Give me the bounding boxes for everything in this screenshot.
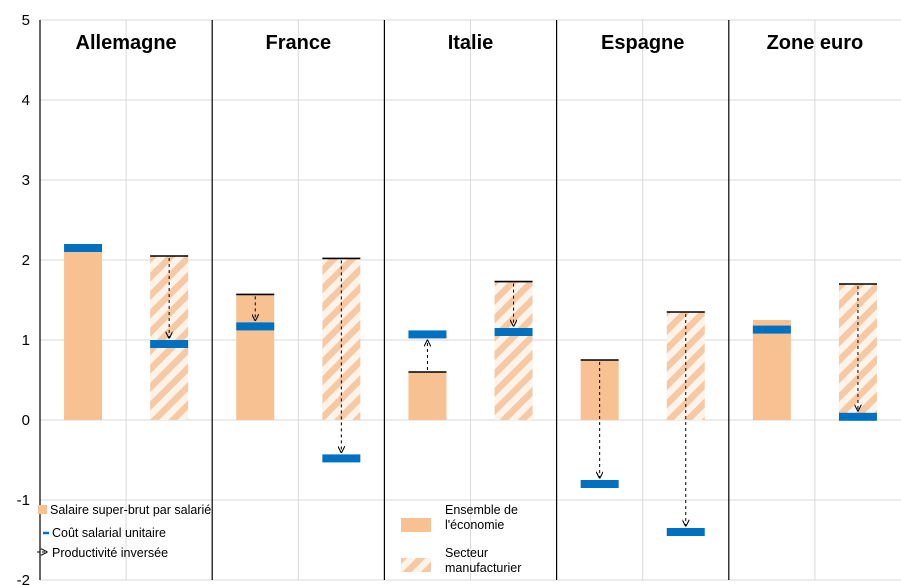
cout-salarial-marker	[494, 328, 533, 336]
legend-secteur-label-line1: Secteur	[445, 546, 488, 560]
salaire-bar-ensemble	[408, 372, 447, 420]
cout-salarial-marker	[150, 340, 189, 348]
y-axis-ticks: 5 4 3 2 1 0 -1 -2	[17, 12, 30, 585]
group-label: Allemagne	[76, 32, 177, 54]
y-tick-label: -1	[17, 492, 30, 509]
group-label: France	[266, 32, 332, 54]
group-label: Espagne	[601, 32, 684, 54]
cout-salarial-marker	[666, 528, 705, 536]
legend-ensemble-swatch	[401, 518, 431, 532]
y-tick-label: 3	[22, 172, 30, 189]
salaire-bar-manufacturier	[494, 281, 533, 420]
group-label: Italie	[448, 32, 494, 54]
legend-secteur-label-line2: manufacturier	[445, 561, 521, 575]
y-tick-label: 1	[22, 332, 30, 349]
productivity-arrows	[150, 255, 877, 526]
cout-salarial-marker	[408, 330, 447, 339]
legend-ensemble-label-line1: Ensemble de	[445, 503, 518, 517]
group-dividers	[39, 20, 730, 580]
legend-cout-label: Coût salarial unitaire	[52, 526, 166, 540]
legend-left: Salaire super-brut par salarié Coût sala…	[37, 503, 211, 560]
y-tick-label: -2	[17, 572, 30, 585]
salaire-bar-ensemble	[236, 294, 275, 420]
salaire-bar-manufacturier	[666, 312, 705, 420]
y-tick-label: 0	[22, 412, 30, 429]
legend-right: Ensemble de l'économie Secteur manufactu…	[401, 503, 521, 575]
group-label: Zone euro	[767, 32, 864, 54]
unit-labor-cost-markers	[64, 244, 877, 536]
cout-salarial-marker	[580, 480, 619, 488]
cout-salarial-marker	[64, 244, 103, 252]
y-tick-label: 2	[22, 252, 30, 269]
legend-salaire-swatch	[38, 505, 47, 514]
group-labels: Allemagne France Italie Espagne Zone euro	[76, 32, 864, 54]
cout-salarial-marker	[752, 325, 791, 334]
cout-salarial-marker	[838, 412, 877, 421]
legend-ensemble-label-line2: l'économie	[445, 518, 504, 532]
salaire-bar-ensemble	[752, 320, 791, 420]
y-tick-label: 4	[22, 92, 30, 109]
legend-productivite-label: Productivité inversée	[52, 546, 168, 560]
legend-secteur-swatch	[401, 558, 431, 572]
cout-salarial-marker	[322, 454, 361, 463]
y-tick-label: 5	[22, 12, 30, 29]
salaire-bar-ensemble	[64, 252, 103, 420]
legend-salaire-label: Salaire super-brut par salarié	[50, 503, 211, 517]
cout-salarial-marker	[236, 322, 275, 331]
